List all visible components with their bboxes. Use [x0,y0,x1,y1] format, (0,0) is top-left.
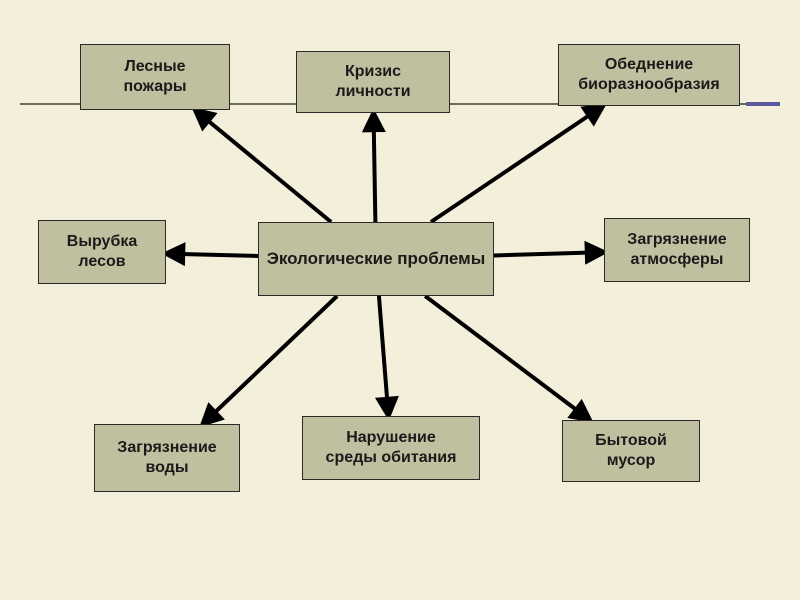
node-atm: Загрязнение атмосферы [604,218,750,282]
edge-center-atm [494,252,604,255]
edge-center-water [203,296,337,424]
node-biodiv: Обеднение биоразнообразия [558,44,740,106]
node-habitat: Нарушение среды обитания [302,416,480,480]
node-trash: Бытовой мусор [562,420,700,482]
edge-center-crisis [374,113,376,222]
node-fires: Лесные пожары [80,44,230,110]
node-deforest: Вырубка лесов [38,220,166,284]
node-center: Экологические проблемы [258,222,494,296]
edge-center-trash [425,296,590,420]
node-crisis: Кризис личности [296,51,450,113]
diagram-canvas: Экологические проблемы Лесные пожары Кризи… [0,0,800,600]
edge-center-deforest [166,254,258,256]
edge-center-habitat [379,296,389,416]
edge-center-biodiv [431,106,603,222]
node-water: Загрязнение воды [94,424,240,492]
edge-center-fires [195,110,331,222]
